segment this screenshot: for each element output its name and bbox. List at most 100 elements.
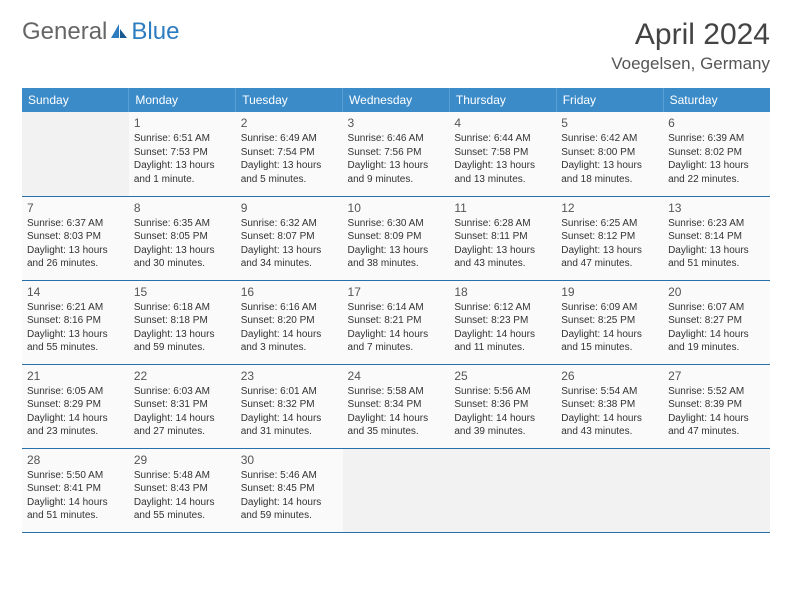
day-info-line: Sunrise: 5:48 AM [134, 469, 231, 483]
day-info-line: Sunset: 8:36 PM [454, 398, 551, 412]
day-info-line: and 59 minutes. [134, 341, 231, 355]
day-info-line: and 55 minutes. [27, 341, 124, 355]
day-number: 9 [241, 200, 338, 216]
day-info-line: Sunrise: 6:01 AM [241, 385, 338, 399]
day-number: 7 [27, 200, 124, 216]
day-info-line: Sunrise: 6:21 AM [27, 301, 124, 315]
day-cell: 10Sunrise: 6:30 AMSunset: 8:09 PMDayligh… [343, 196, 450, 280]
day-number: 14 [27, 284, 124, 300]
day-info-line: Sunrise: 6:14 AM [348, 301, 445, 315]
month-title: April 2024 [611, 18, 770, 52]
day-info-line: Sunset: 8:11 PM [454, 230, 551, 244]
day-info-line: Daylight: 13 hours [241, 159, 338, 173]
day-info-line: Daylight: 14 hours [668, 328, 765, 342]
day-cell: 19Sunrise: 6:09 AMSunset: 8:25 PMDayligh… [556, 280, 663, 364]
day-info-line: and 51 minutes. [27, 509, 124, 523]
day-info-line: Daylight: 14 hours [134, 496, 231, 510]
day-cell: 2Sunrise: 6:49 AMSunset: 7:54 PMDaylight… [236, 112, 343, 196]
day-number: 5 [561, 115, 658, 131]
day-info-line: Sunset: 8:02 PM [668, 146, 765, 160]
day-info-line: Sunrise: 5:54 AM [561, 385, 658, 399]
day-number: 24 [348, 368, 445, 384]
day-info-line: Sunset: 8:03 PM [27, 230, 124, 244]
day-info-line: Sunrise: 6:23 AM [668, 217, 765, 231]
day-number: 28 [27, 452, 124, 468]
day-info-line: Sunrise: 6:30 AM [348, 217, 445, 231]
day-info-line: Sunset: 8:29 PM [27, 398, 124, 412]
day-info-line: Sunrise: 6:09 AM [561, 301, 658, 315]
day-info-line: and 23 minutes. [27, 425, 124, 439]
day-info-line: Sunset: 8:05 PM [134, 230, 231, 244]
day-info-line: Sunset: 7:53 PM [134, 146, 231, 160]
day-info-line: Daylight: 13 hours [348, 244, 445, 258]
day-info-line: Daylight: 14 hours [27, 412, 124, 426]
day-number: 19 [561, 284, 658, 300]
day-info-line: Sunset: 8:32 PM [241, 398, 338, 412]
day-info-line: Sunset: 8:41 PM [27, 482, 124, 496]
day-cell [556, 448, 663, 532]
day-info-line: Sunrise: 5:58 AM [348, 385, 445, 399]
weekday-header: Monday [129, 88, 236, 112]
day-number: 13 [668, 200, 765, 216]
day-cell: 6Sunrise: 6:39 AMSunset: 8:02 PMDaylight… [663, 112, 770, 196]
day-cell: 4Sunrise: 6:44 AMSunset: 7:58 PMDaylight… [449, 112, 556, 196]
day-info-line: Daylight: 14 hours [561, 412, 658, 426]
day-number: 4 [454, 115, 551, 131]
day-number: 29 [134, 452, 231, 468]
day-info-line: Daylight: 13 hours [134, 328, 231, 342]
day-info-line: and 7 minutes. [348, 341, 445, 355]
day-info-line: and 26 minutes. [27, 257, 124, 271]
day-info-line: Daylight: 13 hours [134, 159, 231, 173]
day-info-line: Daylight: 13 hours [134, 244, 231, 258]
day-cell: 24Sunrise: 5:58 AMSunset: 8:34 PMDayligh… [343, 364, 450, 448]
title-block: April 2024 Voegelsen, Germany [611, 18, 770, 74]
day-info-line: Sunset: 8:45 PM [241, 482, 338, 496]
day-number: 25 [454, 368, 551, 384]
day-info-line: and 47 minutes. [668, 425, 765, 439]
calendar-table: Sunday Monday Tuesday Wednesday Thursday… [22, 88, 770, 533]
day-info-line: Daylight: 13 hours [561, 159, 658, 173]
day-info-line: Sunrise: 6:03 AM [134, 385, 231, 399]
day-info-line: Sunset: 8:16 PM [27, 314, 124, 328]
day-cell [449, 448, 556, 532]
day-cell: 15Sunrise: 6:18 AMSunset: 8:18 PMDayligh… [129, 280, 236, 364]
day-number: 18 [454, 284, 551, 300]
day-info-line: Sunset: 8:23 PM [454, 314, 551, 328]
day-info-line: Sunset: 7:54 PM [241, 146, 338, 160]
day-cell: 25Sunrise: 5:56 AMSunset: 8:36 PMDayligh… [449, 364, 556, 448]
day-info-line: Sunrise: 5:56 AM [454, 385, 551, 399]
day-cell: 18Sunrise: 6:12 AMSunset: 8:23 PMDayligh… [449, 280, 556, 364]
day-cell: 16Sunrise: 6:16 AMSunset: 8:20 PMDayligh… [236, 280, 343, 364]
day-info-line: Daylight: 14 hours [241, 412, 338, 426]
day-info-line: Sunrise: 6:25 AM [561, 217, 658, 231]
day-info-line: Sunset: 8:27 PM [668, 314, 765, 328]
day-cell [22, 112, 129, 196]
day-number: 8 [134, 200, 231, 216]
week-row: 1Sunrise: 6:51 AMSunset: 7:53 PMDaylight… [22, 112, 770, 196]
day-cell: 23Sunrise: 6:01 AMSunset: 8:32 PMDayligh… [236, 364, 343, 448]
day-info-line: and 43 minutes. [454, 257, 551, 271]
day-info-line: and 55 minutes. [134, 509, 231, 523]
day-info-line: Daylight: 14 hours [348, 412, 445, 426]
week-row: 7Sunrise: 6:37 AMSunset: 8:03 PMDaylight… [22, 196, 770, 280]
day-info-line: Sunrise: 5:52 AM [668, 385, 765, 399]
day-info-line: Daylight: 14 hours [348, 328, 445, 342]
week-row: 21Sunrise: 6:05 AMSunset: 8:29 PMDayligh… [22, 364, 770, 448]
week-row: 28Sunrise: 5:50 AMSunset: 8:41 PMDayligh… [22, 448, 770, 532]
day-cell: 21Sunrise: 6:05 AMSunset: 8:29 PMDayligh… [22, 364, 129, 448]
day-number: 23 [241, 368, 338, 384]
day-info-line: and 39 minutes. [454, 425, 551, 439]
day-number: 12 [561, 200, 658, 216]
logo-text-2: Blue [131, 18, 179, 46]
day-info-line: and 51 minutes. [668, 257, 765, 271]
header: General Blue April 2024 Voegelsen, Germa… [22, 18, 770, 74]
day-number: 6 [668, 115, 765, 131]
day-number: 27 [668, 368, 765, 384]
day-info-line: and 19 minutes. [668, 341, 765, 355]
day-info-line: and 5 minutes. [241, 173, 338, 187]
day-number: 10 [348, 200, 445, 216]
day-info-line: Daylight: 13 hours [668, 244, 765, 258]
day-info-line: Sunrise: 6:28 AM [454, 217, 551, 231]
day-info-line: and 59 minutes. [241, 509, 338, 523]
day-info-line: Sunrise: 6:39 AM [668, 132, 765, 146]
